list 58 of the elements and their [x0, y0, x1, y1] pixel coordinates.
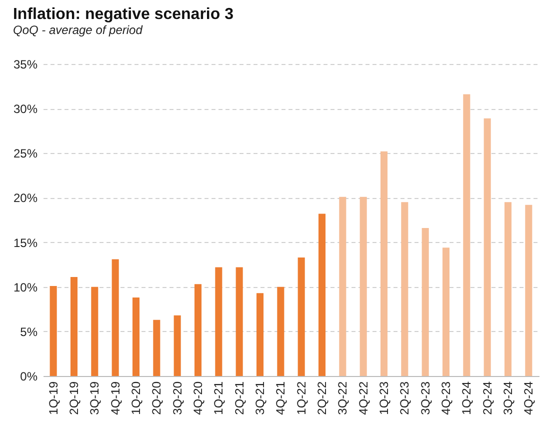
- bar: [70, 277, 78, 376]
- bar: [380, 151, 388, 376]
- bar: [298, 257, 305, 376]
- x-tick-label: 1Q-24: [460, 381, 474, 415]
- bar: [484, 118, 491, 376]
- x-tick-label: 2Q-20: [150, 381, 164, 415]
- x-tick-label: 3Q-24: [501, 381, 515, 415]
- x-tick-label: 2Q-24: [480, 381, 494, 415]
- x-tick-label: 4Q-19: [108, 381, 122, 415]
- bar: [50, 286, 57, 376]
- bar: [360, 196, 367, 376]
- bar: [525, 204, 532, 376]
- bar: [442, 248, 450, 376]
- x-tick-label: 1Q-20: [129, 381, 143, 415]
- x-tick-label: 1Q-21: [212, 381, 226, 415]
- bar: [215, 267, 222, 376]
- bar: [174, 315, 181, 376]
- x-tick-label: 1Q-23: [377, 381, 391, 415]
- chart-title: Inflation: negative scenario 3: [12, 6, 234, 23]
- x-tick-label: 4Q-20: [191, 381, 205, 415]
- bar: [153, 320, 160, 376]
- x-tick-label: 3Q-21: [253, 381, 267, 415]
- x-tick-label: 2Q-21: [232, 381, 246, 415]
- bar: [236, 267, 243, 376]
- bar: [463, 94, 470, 376]
- y-tick-label: 5%: [20, 324, 38, 339]
- bar: [339, 196, 346, 376]
- x-tick-label: 2Q-22: [315, 381, 329, 415]
- y-tick-label: 35%: [13, 58, 38, 72]
- y-tick-label: 25%: [13, 146, 38, 161]
- y-tick-label: 30%: [13, 102, 38, 116]
- x-tick-label: 3Q-19: [88, 381, 102, 415]
- x-tick-label: 2Q-23: [398, 381, 412, 415]
- x-tick-label: 3Q-22: [336, 381, 350, 415]
- bar: [504, 202, 512, 376]
- bar: [194, 284, 202, 376]
- y-tick-label: 0%: [20, 370, 38, 384]
- bar: [132, 298, 140, 376]
- bar: [256, 293, 264, 376]
- x-tick-label: 4Q-24: [522, 381, 536, 415]
- x-tick-label: 4Q-21: [274, 381, 288, 415]
- bar: [422, 228, 429, 376]
- chart-subtitle: QoQ - average of period: [12, 23, 143, 37]
- x-tick-label: 2Q-19: [67, 381, 81, 415]
- x-tick-label: 3Q-23: [418, 381, 432, 415]
- x-tick-label: 3Q-20: [170, 381, 184, 415]
- bar: [401, 202, 408, 376]
- y-tick-label: 15%: [13, 236, 38, 250]
- x-tick-label: 4Q-22: [356, 381, 370, 415]
- y-tick-label: 10%: [13, 280, 38, 294]
- y-tick-label: 20%: [13, 191, 38, 206]
- bar: [318, 214, 326, 376]
- bar: [112, 259, 119, 376]
- bar: [91, 286, 98, 376]
- x-tick-label: 1Q-19: [46, 381, 60, 415]
- x-tick-label: 4Q-23: [439, 381, 453, 415]
- x-tick-label: 1Q-22: [294, 381, 308, 415]
- bar: [277, 286, 284, 376]
